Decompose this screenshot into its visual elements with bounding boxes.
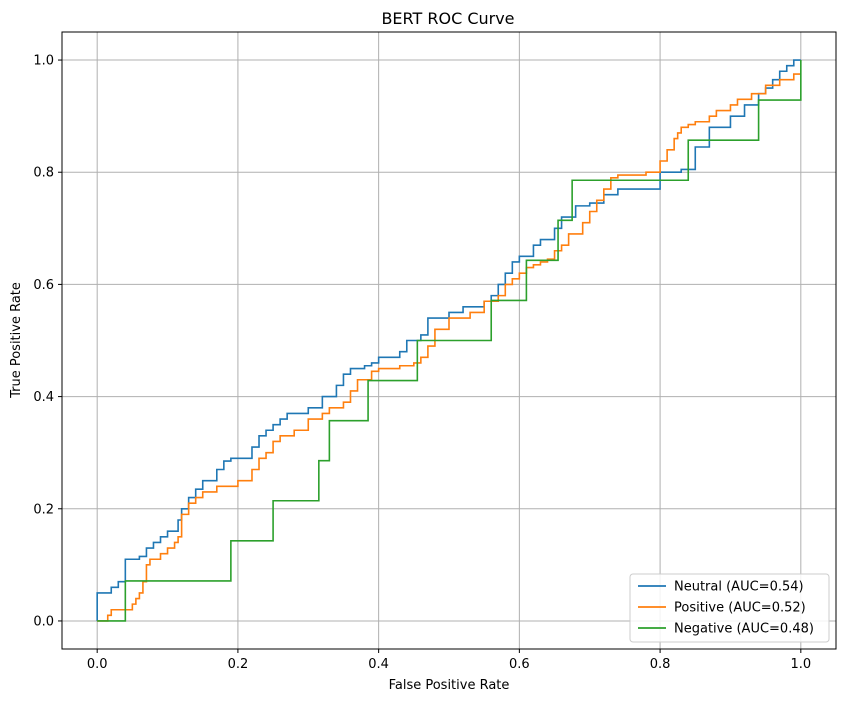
series-line-1 [97, 73, 801, 622]
x-tick-label: 0.2 [228, 657, 249, 672]
x-tick-label: 0.6 [509, 657, 530, 672]
y-tick-label: 1.0 [33, 54, 54, 69]
legend-label-0: Neutral (AUC=0.54) [674, 580, 804, 595]
x-axis: 0.0 0.2 0.4 0.6 0.8 1.0 [87, 649, 811, 672]
x-tick-label: 0.0 [87, 657, 108, 672]
x-tick-label: 0.8 [650, 657, 671, 672]
legend-label-1: Positive (AUC=0.52) [674, 601, 806, 616]
y-tick-label: 0.2 [33, 502, 54, 517]
series-line-0 [96, 59, 801, 621]
legend-label-2: Negative (AUC=0.48) [674, 622, 814, 637]
series-line-2 [97, 60, 802, 622]
x-axis-title: False Positive Rate [389, 678, 510, 693]
y-tick-label: 0.0 [33, 614, 54, 629]
legend-frame [629, 573, 830, 643]
x-tick-label: 1.0 [790, 657, 811, 672]
grid [62, 32, 836, 649]
x-tick-label: 0.4 [368, 657, 389, 672]
y-tick-label: 0.4 [33, 390, 54, 405]
y-tick-label: 0.8 [33, 166, 54, 181]
legend: Neutral (AUC=0.54) Positive (AUC=0.52) Neg… [629, 573, 830, 643]
series-layer [96, 59, 802, 622]
chart-title: BERT ROC Curve [381, 9, 514, 28]
y-axis: 0.0 0.2 0.4 0.6 0.8 1.0 [33, 54, 62, 629]
y-tick-label: 0.6 [33, 278, 54, 293]
y-axis-title: True Positive Rate [9, 282, 24, 399]
plot-frame [61, 31, 837, 650]
